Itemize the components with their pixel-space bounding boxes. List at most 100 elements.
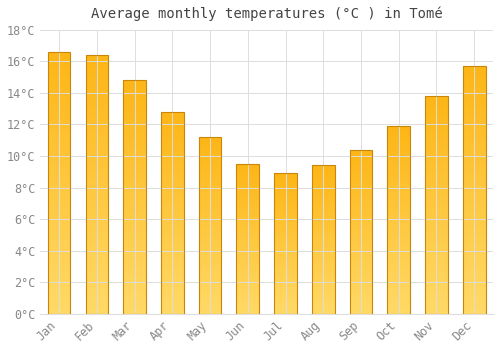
Bar <box>388 126 410 314</box>
Bar <box>274 175 297 176</box>
Bar <box>48 80 70 83</box>
Bar <box>388 312 410 314</box>
Bar <box>161 178 184 181</box>
Bar <box>425 246 448 248</box>
Bar <box>388 141 410 143</box>
Bar <box>274 301 297 303</box>
Bar <box>425 176 448 179</box>
Bar <box>350 173 372 174</box>
Bar <box>274 184 297 186</box>
Bar <box>463 187 485 190</box>
Bar <box>86 229 108 231</box>
Bar <box>236 204 259 206</box>
Bar <box>199 300 222 301</box>
Bar <box>124 214 146 216</box>
Bar <box>425 183 448 185</box>
Bar <box>48 272 70 274</box>
Bar <box>350 209 372 210</box>
Bar <box>350 161 372 163</box>
Bar <box>463 133 485 135</box>
Bar <box>124 99 146 101</box>
Bar <box>350 220 372 222</box>
Bar <box>425 233 448 236</box>
Bar <box>388 177 410 178</box>
Bar <box>350 179 372 181</box>
Bar <box>48 256 70 259</box>
Bar <box>124 155 146 157</box>
Bar <box>312 248 334 250</box>
Bar <box>388 231 410 233</box>
Bar <box>199 264 222 266</box>
Bar <box>274 308 297 310</box>
Bar <box>199 213 222 215</box>
Bar <box>463 252 485 254</box>
Bar <box>161 306 184 308</box>
Bar <box>124 141 146 143</box>
Bar <box>236 252 259 254</box>
Bar <box>463 103 485 106</box>
Bar <box>274 290 297 292</box>
Bar <box>388 209 410 210</box>
Bar <box>48 78 70 80</box>
Bar <box>425 307 448 309</box>
Bar <box>124 260 146 262</box>
Bar <box>199 232 222 234</box>
Bar <box>236 236 259 237</box>
Bar <box>425 107 448 109</box>
Bar <box>199 208 222 210</box>
Bar <box>199 262 222 264</box>
Bar <box>161 300 184 302</box>
Bar <box>161 267 184 270</box>
Bar <box>161 130 184 132</box>
Bar <box>124 125 146 127</box>
Bar <box>236 256 259 257</box>
Bar <box>48 186 70 188</box>
Bar <box>463 177 485 180</box>
Bar <box>312 194 334 195</box>
Bar <box>350 156 372 158</box>
Bar <box>274 206 297 207</box>
Bar <box>236 272 259 273</box>
Bar <box>274 297 297 299</box>
Bar <box>463 148 485 150</box>
Bar <box>236 201 259 203</box>
Bar <box>425 290 448 292</box>
Bar <box>274 237 297 238</box>
Bar <box>463 222 485 225</box>
Bar <box>199 142 222 144</box>
Bar <box>350 169 372 171</box>
Bar <box>86 148 108 151</box>
Bar <box>86 197 108 200</box>
Bar <box>350 298 372 299</box>
Bar <box>274 180 297 182</box>
Bar <box>425 159 448 161</box>
Bar <box>199 174 222 176</box>
Bar <box>236 183 259 185</box>
Bar <box>350 238 372 240</box>
Bar <box>86 306 108 309</box>
Bar <box>463 272 485 274</box>
Bar <box>312 185 334 186</box>
Bar <box>124 104 146 106</box>
Bar <box>86 210 108 213</box>
Bar <box>463 91 485 93</box>
Bar <box>161 219 184 221</box>
Bar <box>236 260 259 261</box>
Bar <box>388 273 410 274</box>
Bar <box>48 70 70 73</box>
Bar <box>86 223 108 226</box>
Bar <box>350 155 372 156</box>
Bar <box>425 268 448 270</box>
Bar <box>463 83 485 86</box>
Bar <box>236 173 259 174</box>
Bar <box>236 284 259 285</box>
Bar <box>463 301 485 304</box>
Bar <box>350 237 372 238</box>
Bar <box>124 209 146 211</box>
Bar <box>48 233 70 235</box>
Bar <box>350 181 372 182</box>
Bar <box>350 230 372 232</box>
Bar <box>463 96 485 98</box>
Bar <box>274 259 297 260</box>
Bar <box>86 174 108 177</box>
